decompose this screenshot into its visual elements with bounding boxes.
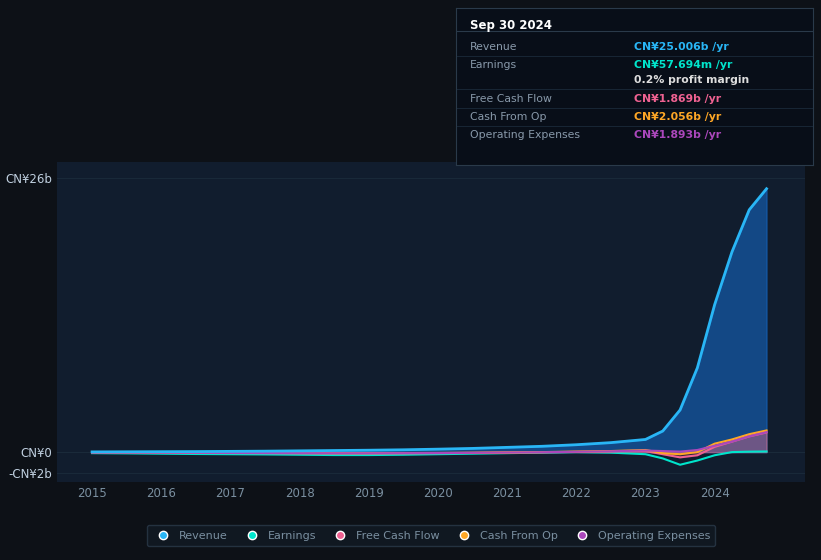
- Text: Operating Expenses: Operating Expenses: [470, 129, 580, 139]
- Text: Free Cash Flow: Free Cash Flow: [470, 94, 552, 104]
- Text: Earnings: Earnings: [470, 60, 517, 70]
- Text: 0.2% profit margin: 0.2% profit margin: [635, 74, 750, 85]
- Text: CN¥1.893b /yr: CN¥1.893b /yr: [635, 129, 722, 139]
- Text: CN¥1.869b /yr: CN¥1.869b /yr: [635, 94, 722, 104]
- Text: Cash From Op: Cash From Op: [470, 111, 547, 122]
- Text: CN¥57.694m /yr: CN¥57.694m /yr: [635, 60, 732, 70]
- Text: CN¥2.056b /yr: CN¥2.056b /yr: [635, 111, 722, 122]
- Text: Sep 30 2024: Sep 30 2024: [470, 20, 552, 32]
- Legend: Revenue, Earnings, Free Cash Flow, Cash From Op, Operating Expenses: Revenue, Earnings, Free Cash Flow, Cash …: [147, 525, 715, 546]
- Text: Revenue: Revenue: [470, 42, 517, 52]
- Text: CN¥25.006b /yr: CN¥25.006b /yr: [635, 42, 729, 52]
